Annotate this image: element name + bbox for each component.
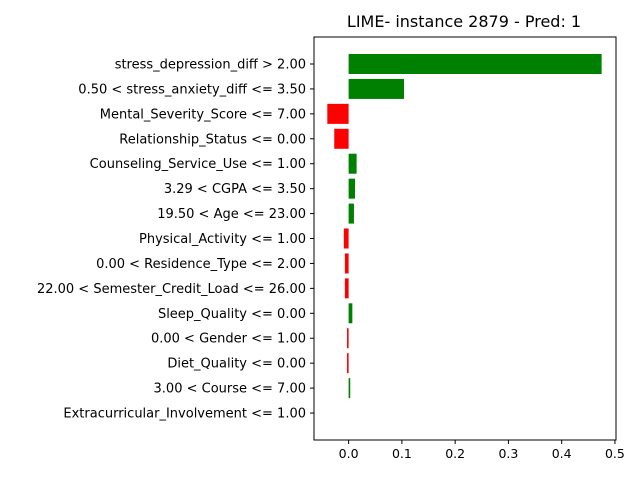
bar-8 — [344, 253, 349, 274]
bar-13 — [348, 378, 351, 399]
category-label-13: 3.00 < Course <= 7.00 — [154, 382, 306, 397]
category-label-14: Extracurricular_Involvement <= 1.00 — [63, 407, 306, 422]
x-axis-ticks: 0.0 0.1 0.2 0.3 0.4 0.5 — [339, 440, 625, 461]
category-labels: stress_depression_diff > 2.00 0.50 < stre… — [37, 58, 314, 422]
bar-11 — [347, 328, 349, 349]
bar-5 — [348, 178, 356, 199]
category-label-0: stress_depression_diff > 2.00 — [115, 58, 306, 73]
bar-0 — [348, 54, 602, 74]
bar-6 — [348, 203, 354, 224]
bar-12 — [347, 353, 349, 374]
category-label-10: Sleep_Quality <= 0.00 — [158, 307, 306, 322]
bars-group — [327, 54, 602, 399]
x-tick-label-3: 0.3 — [498, 446, 518, 461]
category-label-4: Counseling_Service_Use <= 1.00 — [90, 157, 306, 172]
bar-4 — [348, 153, 357, 174]
x-tick-label-1: 0.1 — [392, 446, 412, 461]
bar-10 — [348, 303, 353, 324]
bar-9 — [344, 278, 349, 299]
category-label-3: Relationship_Status <= 0.00 — [119, 132, 306, 147]
x-tick-label-4: 0.4 — [552, 446, 572, 461]
category-label-1: 0.50 < stress_anxiety_diff <= 3.50 — [78, 82, 306, 97]
category-label-2: Mental_Severity_Score <= 7.00 — [100, 107, 306, 122]
bar-7 — [343, 228, 349, 249]
chart-title: LIME- instance 2879 - Pred: 1 — [347, 12, 581, 31]
category-label-7: Physical_Activity <= 1.00 — [139, 232, 306, 247]
x-tick-label-5: 0.5 — [605, 446, 625, 461]
x-tick-label-0: 0.0 — [339, 446, 359, 461]
category-label-5: 3.29 < CGPA <= 3.50 — [164, 182, 306, 197]
category-label-11: 0.00 < Gender <= 1.00 — [151, 332, 306, 347]
bar-3 — [334, 128, 349, 149]
category-label-12: Diet_Quality <= 0.00 — [167, 357, 306, 372]
bar-1 — [348, 78, 405, 99]
category-label-9: 22.00 < Semester_Credit_Load <= 26.00 — [37, 282, 306, 297]
bar-2 — [327, 103, 349, 124]
category-label-6: 19.50 < Age <= 23.00 — [157, 207, 306, 222]
category-label-8: 0.00 < Residence_Type <= 2.00 — [96, 257, 306, 272]
x-tick-label-2: 0.2 — [445, 446, 465, 461]
